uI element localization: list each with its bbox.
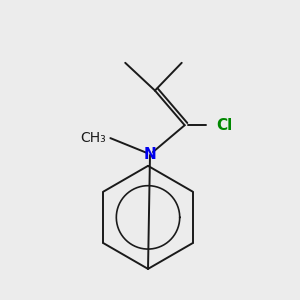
Text: N: N — [144, 148, 156, 163]
Text: Cl: Cl — [216, 118, 232, 133]
Text: CH₃: CH₃ — [81, 131, 106, 145]
